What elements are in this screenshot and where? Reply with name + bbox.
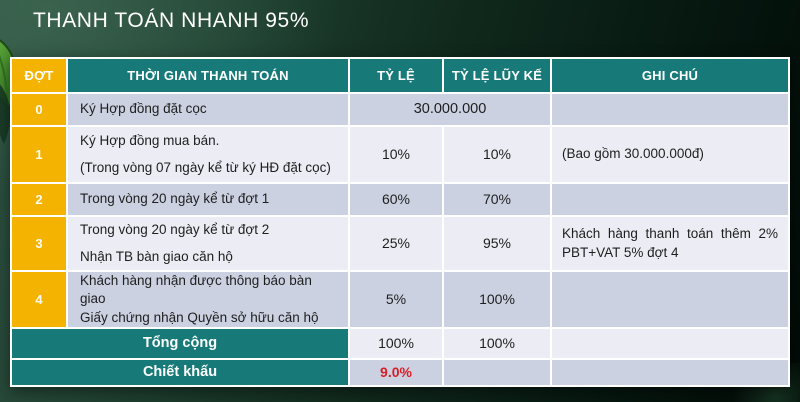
page-title: THANH TOÁN NHANH 95%: [33, 9, 310, 32]
discount-note: [552, 360, 788, 385]
col-header-cumulative: TỶ LỆ LŨY KẾ: [444, 59, 550, 92]
row-0-deposit-amount: 30.000.000: [350, 94, 550, 125]
row-2-dot: 2: [12, 184, 66, 215]
total-cumulative: 100%: [444, 329, 550, 358]
row-1-cumulative: 10%: [444, 127, 550, 182]
row-2-cumulative: 70%: [444, 184, 550, 215]
row-2-rate: 60%: [350, 184, 442, 215]
row-3-time: Trong vòng 20 ngày kể từ đợt 2 Nhận TB b…: [68, 217, 348, 270]
col-header-time: THỜI GIAN THANH TOÁN: [68, 59, 348, 92]
row-3-rate: 25%: [350, 217, 442, 270]
payment-table: ĐỢT THỜI GIAN THANH TOÁN TỶ LỆ TỶ LỆ LŨY…: [10, 57, 790, 387]
row-3-cumulative: 95%: [444, 217, 550, 270]
col-header-dot: ĐỢT: [12, 59, 66, 92]
discount-rate: 9.0%: [350, 360, 442, 385]
row-3-note: Khách hàng thanh toán thêm 2% PBT+VAT 5%…: [552, 217, 788, 270]
col-header-rate: TỶ LỆ: [350, 59, 442, 92]
total-row-label: Tổng cộng: [12, 329, 348, 358]
row-3-dot: 3: [12, 217, 66, 270]
row-4-note: [552, 272, 788, 327]
total-rate: 100%: [350, 329, 442, 358]
row-1-dot: 1: [12, 127, 66, 182]
row-1-note: (Bao gồm 30.000.000đ): [552, 127, 788, 182]
row-2-note: [552, 184, 788, 215]
row-0-time: Ký Hợp đồng đặt cọc: [68, 94, 348, 125]
row-4-dot: 4: [12, 272, 66, 327]
row-2-time: Trong vòng 20 ngày kể từ đợt 1: [68, 184, 348, 215]
row-0-note: [552, 94, 788, 125]
col-header-note: GHI CHÚ: [552, 59, 788, 92]
row-1-time: Ký Hợp đồng mua bán. (Trong vòng 07 ngày…: [68, 127, 348, 182]
discount-cumulative: [444, 360, 550, 385]
row-4-time: Khách hàng nhận được thông báo bàn giao …: [68, 272, 348, 327]
row-1-rate: 10%: [350, 127, 442, 182]
discount-row-label: Chiết khấu: [12, 360, 348, 385]
row-4-cumulative: 100%: [444, 272, 550, 327]
leaf-silhouette-icon: [0, 84, 11, 144]
row-0-dot: 0: [12, 94, 66, 125]
row-4-rate: 5%: [350, 272, 442, 327]
total-note: [552, 329, 788, 358]
